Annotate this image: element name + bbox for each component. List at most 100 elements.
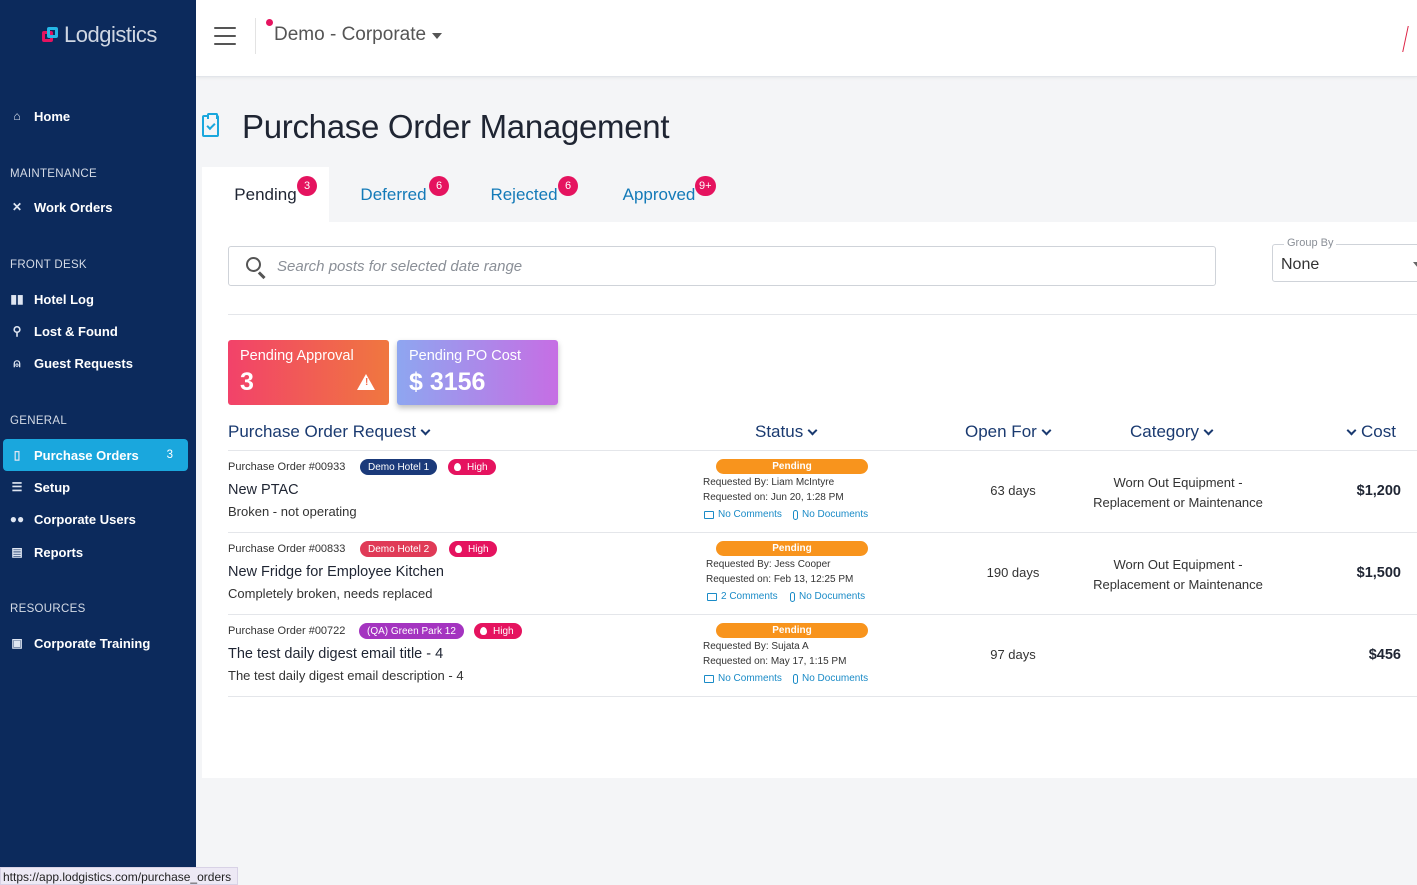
video-icon: ▣ [11, 636, 23, 650]
priority-label: High [467, 461, 488, 473]
sidebar-item-label: Lost & Found [34, 323, 118, 339]
documents-link[interactable]: No Documents [793, 509, 868, 520]
tools-icon: ✕ [11, 200, 23, 214]
tab-label: Deferred [360, 185, 427, 204]
sidebar-item-home[interactable]: ⌂ Home [0, 100, 196, 132]
home-icon: ⌂ [13, 109, 21, 123]
priority-label: High [468, 543, 489, 555]
tab-badge: 6 [558, 176, 578, 196]
caret-down-icon [432, 33, 443, 39]
section-resources: RESOURCES [10, 603, 86, 615]
comments-link[interactable]: No Comments [704, 673, 782, 684]
org-switcher[interactable]: Demo - Corporate [274, 24, 443, 46]
chevron-down-icon [1346, 425, 1357, 435]
paperclip-icon [793, 509, 798, 520]
po-number: Purchase Order #00833 [228, 543, 346, 555]
hotel-chip: Demo Hotel 1 [360, 459, 438, 475]
clipboard-check-icon [202, 113, 219, 137]
priority-label: High [493, 625, 514, 637]
column-label: Status [755, 422, 804, 441]
po-title[interactable]: New PTAC [228, 482, 299, 498]
status-badge: Pending [716, 623, 868, 638]
divider [228, 314, 1417, 315]
table-row[interactable]: Purchase Order #00833 Demo Hotel 2 High … [228, 533, 1417, 615]
po-number: Purchase Order #00933 [228, 461, 346, 473]
pending-cost-card[interactable]: Pending PO Cost $ 3156 [397, 340, 558, 405]
category: Worn Out Equipment - Replacement or Main… [1078, 555, 1278, 595]
tab-pending[interactable]: Pending 3 [202, 167, 329, 223]
cost: $1,500 [1356, 565, 1401, 581]
menu-icon[interactable] [214, 27, 236, 45]
sidebar-item-purchase-orders[interactable]: ▯ Purchase Orders 3 [3, 439, 188, 471]
pending-approval-card[interactable]: Pending Approval 3 ! [228, 340, 389, 405]
tab-badge: 9+ [695, 176, 716, 196]
flame-icon [480, 627, 487, 635]
sidebar-item-hotel-log[interactable]: ▮▮ Hotel Log [0, 283, 196, 315]
column-header-open-for[interactable]: Open For [965, 422, 1052, 442]
sidebar-item-corporate-training[interactable]: ▣ Corporate Training [0, 627, 196, 659]
group-by-label: Group By [1284, 237, 1337, 249]
column-label: Category [1130, 422, 1199, 441]
chevron-down-icon [1203, 425, 1214, 435]
po-description: Broken - not operating [228, 504, 357, 519]
sidebar-item-setup[interactable]: ☰ Setup [0, 471, 196, 503]
comments-link[interactable]: No Comments [704, 509, 782, 520]
po-title[interactable]: The test daily digest email title - 4 [228, 646, 444, 662]
tab-badge: 6 [429, 176, 449, 196]
column-header-category[interactable]: Category [1130, 422, 1214, 442]
documents-label: No Documents [802, 509, 869, 520]
sidebar-item-reports[interactable]: ▤ Reports [0, 536, 196, 568]
sidebar-item-work-orders[interactable]: ✕ Work Orders [0, 191, 196, 223]
section-maintenance: MAINTENANCE [10, 168, 98, 180]
sidebar-item-lost-found[interactable]: ⚲ Lost & Found [0, 315, 196, 347]
stat-label: Pending PO Cost [409, 348, 522, 364]
tab-deferred[interactable]: Deferred 6 [329, 167, 458, 223]
category [1078, 637, 1278, 657]
section-general: GENERAL [10, 415, 68, 427]
tab-label: Rejected [490, 185, 558, 204]
sidebar-item-label: Purchase Orders [34, 447, 139, 463]
paperclip-icon [790, 591, 795, 602]
category-line: Worn Out Equipment - [1113, 557, 1243, 572]
hotel-chip: (QA) Green Park 12 [359, 623, 464, 639]
avatar[interactable] [1402, 26, 1417, 52]
table-row[interactable]: Purchase Order #00933 Demo Hotel 1 High … [228, 451, 1417, 533]
tab-rejected[interactable]: Rejected 6 [458, 167, 590, 223]
comments-link[interactable]: 2 Comments [707, 591, 778, 602]
open-for: 190 days [986, 565, 1040, 580]
notification-dot [266, 19, 273, 26]
tab-approved[interactable]: Approved 9+ [590, 167, 728, 223]
tab-label: Approved [622, 185, 696, 204]
documents-link[interactable]: No Documents [790, 591, 865, 602]
sidebar-item-label: Corporate Users [34, 511, 136, 527]
sidebar-item-guest-requests[interactable]: ⍝ Guest Requests [0, 347, 196, 379]
sidebar-item-label: Work Orders [34, 199, 113, 215]
column-header-request[interactable]: Purchase Order Request [228, 422, 431, 442]
column-label: Cost [1361, 422, 1396, 441]
sidebar-item-label: Corporate Training [34, 635, 151, 651]
tab-label: Pending [234, 185, 297, 204]
bell-icon: ⍝ [13, 355, 21, 370]
column-header-status[interactable]: Status [755, 422, 818, 442]
table-row[interactable]: Purchase Order #00722 (QA) Green Park 12… [228, 615, 1417, 697]
sliders-icon: ☰ [11, 480, 23, 494]
logo[interactable]: Lodgistics [42, 22, 157, 48]
flame-icon [454, 463, 461, 471]
priority-chip: High [448, 459, 496, 475]
po-number: Purchase Order #00722 [228, 625, 346, 637]
search-input[interactable] [277, 247, 1197, 285]
group-by-value: None [1281, 256, 1320, 273]
sidebar-item-corporate-users[interactable]: ●● Corporate Users [0, 503, 196, 535]
category-line: Worn Out Equipment - [1113, 475, 1243, 490]
clipboard-icon: ▯ [13, 448, 21, 462]
tab-bar: Pending 3 Deferred 6 Rejected 6 Approved… [202, 167, 1417, 223]
column-header-cost[interactable]: Cost [1346, 422, 1396, 442]
comment-icon [704, 510, 714, 519]
comments-label: 2 Comments [721, 591, 778, 602]
group-by-select[interactable]: None [1272, 244, 1417, 282]
column-label: Purchase Order Request [228, 422, 417, 441]
po-title[interactable]: New Fridge for Employee Kitchen [228, 564, 444, 580]
requested-by: Requested By: Sujata A [703, 641, 809, 652]
documents-link[interactable]: No Documents [793, 673, 868, 684]
documents-label: No Documents [802, 673, 869, 684]
